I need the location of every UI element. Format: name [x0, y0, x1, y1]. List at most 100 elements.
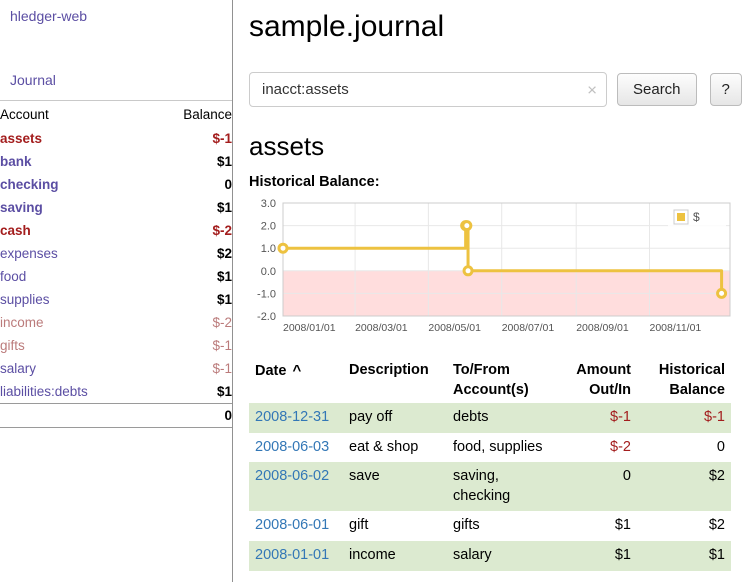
- svg-text:$: $: [693, 210, 700, 224]
- account-link-salary[interactable]: salary: [0, 361, 37, 376]
- help-button[interactable]: ?: [709, 73, 742, 106]
- account-balance: $-2: [212, 315, 232, 330]
- main-content: sample.journal × Search ? assets Histori…: [233, 0, 742, 582]
- register-balance: $2: [708, 468, 725, 485]
- account-balance: $2: [216, 246, 232, 261]
- account-row: cash $-2: [0, 219, 232, 242]
- account-link-bank[interactable]: bank: [0, 154, 32, 169]
- register-balance: $1: [708, 546, 725, 563]
- account-balance: $1: [216, 269, 232, 284]
- register-amount: $1: [614, 546, 631, 563]
- account-row: liabilities:debts $1: [0, 380, 232, 404]
- account-link-income[interactable]: income: [0, 315, 44, 330]
- account-row: bank $1: [0, 150, 232, 173]
- account-balance: 0: [224, 177, 232, 192]
- account-link-liabilities-debts[interactable]: liabilities:debts: [0, 384, 88, 399]
- account-balance: $-1: [212, 338, 232, 353]
- search-bar: × Search ?: [249, 72, 742, 107]
- register-description: save: [349, 468, 380, 485]
- register-description: eat & shop: [349, 438, 419, 455]
- brand-link[interactable]: hledger-web: [10, 8, 88, 24]
- account-balance: $1: [216, 154, 232, 169]
- register-row: 2008-12-31 pay off debts $-1 $-1: [249, 403, 731, 433]
- svg-text:2008/07/01: 2008/07/01: [502, 322, 555, 334]
- register-accounts: gifts: [453, 517, 480, 534]
- register-amount: $1: [614, 517, 631, 534]
- account-balance: $-1: [212, 131, 232, 146]
- account-link-checking[interactable]: checking: [0, 177, 59, 192]
- svg-text:2.0: 2.0: [261, 221, 276, 233]
- account-heading: assets: [249, 131, 325, 161]
- accounts-table: Account Balance assets $-1 bank $1 check…: [0, 100, 232, 428]
- register-accounts: salary: [453, 546, 492, 563]
- date-link[interactable]: 2008-06-01: [255, 517, 330, 534]
- register-header-accounts: To/From Account(s): [453, 362, 529, 398]
- clear-search-icon[interactable]: ×: [587, 80, 597, 99]
- register-accounts: debts: [453, 409, 489, 426]
- account-balance: $-2: [212, 223, 232, 238]
- register-accounts: food, supplies: [453, 438, 543, 455]
- account-row: food $1: [0, 265, 232, 288]
- account-row: salary $-1: [0, 357, 232, 380]
- account-row: gifts $-1: [0, 334, 232, 357]
- accounts-header-account: Account: [0, 107, 49, 122]
- svg-text:2008/11/01: 2008/11/01: [649, 322, 701, 334]
- register-header-amount: Amount Out/In: [576, 362, 631, 398]
- page-title: sample.journal: [249, 10, 445, 43]
- search-button[interactable]: Search: [617, 73, 697, 106]
- register-description: income: [349, 546, 396, 563]
- register-balance: $2: [708, 517, 725, 534]
- svg-text:1.0: 1.0: [261, 243, 276, 255]
- sort-ascending-icon: ^: [292, 362, 302, 379]
- account-link-supplies[interactable]: supplies: [0, 292, 50, 307]
- account-balance: $1: [216, 200, 232, 215]
- account-row: expenses $2: [0, 242, 232, 265]
- account-link-gifts[interactable]: gifts: [0, 338, 25, 353]
- account-link-saving[interactable]: saving: [0, 200, 43, 215]
- account-balance: $1: [216, 384, 232, 399]
- account-row: assets $-1: [0, 127, 232, 150]
- register-amount: $-2: [610, 438, 631, 455]
- date-link[interactable]: 2008-12-31: [255, 409, 330, 426]
- register-balance: 0: [716, 438, 725, 455]
- register-table: Date ^ Description To/From Account(s) Amo…: [249, 358, 731, 571]
- sidebar-item-journal[interactable]: Journal: [10, 72, 56, 88]
- account-row: saving $1: [0, 196, 232, 219]
- register-row: 2008-06-02 save saving, checking 0 $2: [249, 462, 731, 512]
- account-balance: $1: [216, 292, 232, 307]
- register-amount: $-1: [610, 409, 631, 426]
- svg-text:2008/05/01: 2008/05/01: [428, 322, 481, 334]
- register-description: pay off: [349, 409, 393, 426]
- register-row: 2008-01-01 income salary $1 $1: [249, 540, 731, 571]
- svg-text:2008/01/01: 2008/01/01: [283, 322, 336, 334]
- account-link-expenses[interactable]: expenses: [0, 246, 58, 261]
- register-amount: 0: [622, 468, 631, 485]
- accounts-header-balance: Balance: [183, 107, 232, 122]
- svg-text:3.0: 3.0: [261, 198, 276, 210]
- svg-text:2008/09/01: 2008/09/01: [576, 322, 629, 334]
- svg-text:-2.0: -2.0: [257, 311, 276, 323]
- chart-title: Historical Balance:: [249, 174, 380, 190]
- historical-balance-chart: 3.0 2.0 1.0 0.0 -1.0 -2.0 2008/01/01 2008/03/01…: [249, 196, 742, 346]
- date-link[interactable]: 2008-06-03: [255, 438, 330, 455]
- svg-text:2008/03/01: 2008/03/01: [355, 322, 408, 334]
- account-link-cash[interactable]: cash: [0, 223, 31, 238]
- accounts-total: 0: [149, 403, 232, 428]
- date-link[interactable]: 2008-01-01: [255, 546, 330, 563]
- register-row: 2008-06-01 gift gifts $1 $2: [249, 511, 731, 541]
- register-description: gift: [349, 517, 369, 534]
- date-link[interactable]: 2008-06-02: [255, 468, 330, 485]
- register-header-date[interactable]: Date ^: [255, 362, 302, 379]
- account-row: supplies $1: [0, 288, 232, 311]
- register-header-row: Date ^ Description To/From Account(s) Amo…: [249, 358, 731, 403]
- account-link-assets[interactable]: assets: [0, 131, 43, 146]
- register-header-description: Description: [349, 362, 429, 378]
- account-link-food[interactable]: food: [0, 269, 27, 284]
- register-accounts: saving, checking: [453, 468, 511, 504]
- svg-text:-1.0: -1.0: [257, 288, 276, 300]
- search-input[interactable]: [249, 72, 607, 107]
- svg-text:0.0: 0.0: [261, 266, 276, 278]
- accounts-header-row: Account Balance: [0, 101, 232, 128]
- register-balance: $-1: [704, 409, 725, 426]
- register-row: 2008-06-03 eat & shop food, supplies $-2…: [249, 433, 731, 463]
